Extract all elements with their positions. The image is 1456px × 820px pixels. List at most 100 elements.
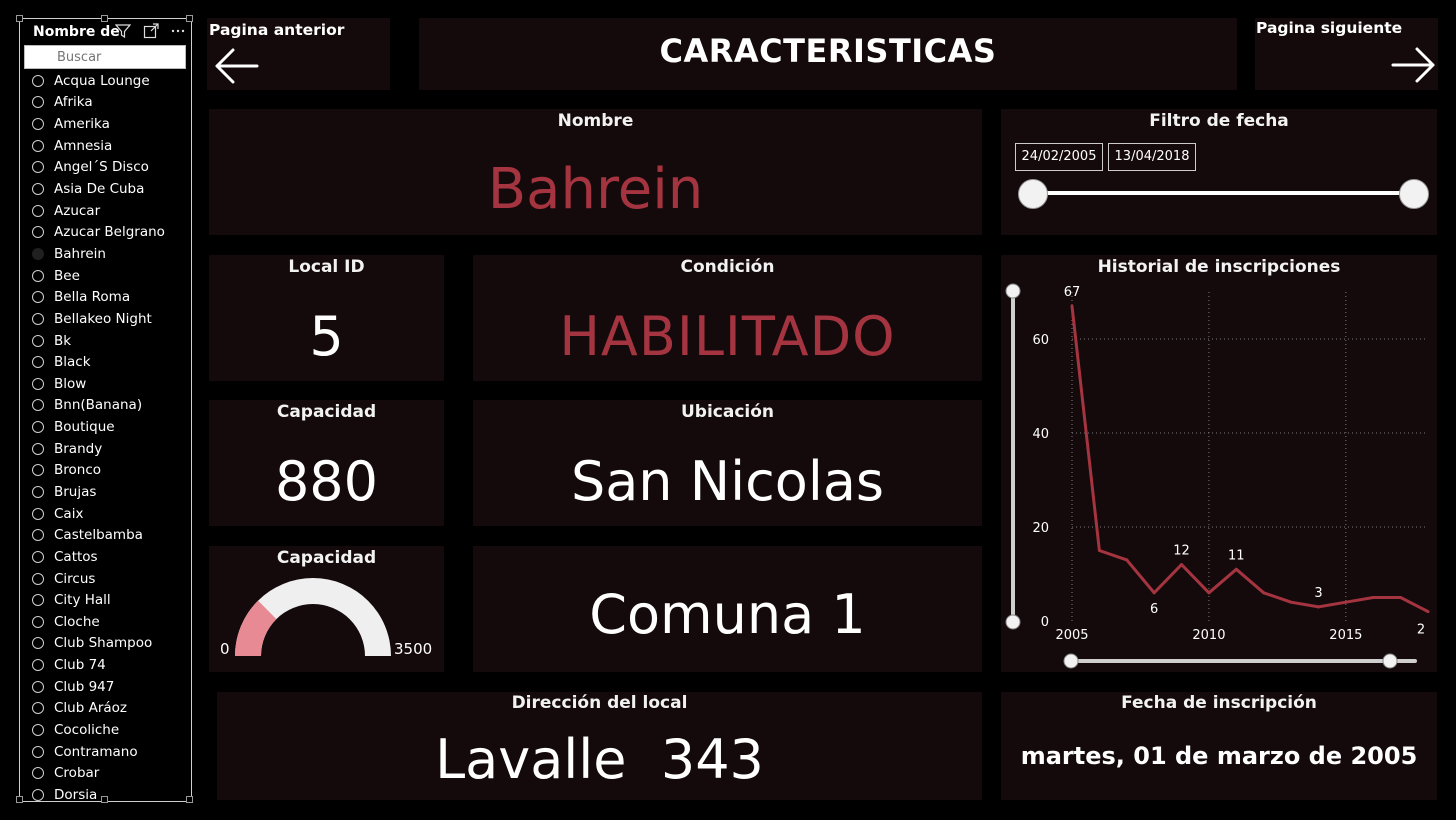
slicer-item[interactable]: City Hall (32, 589, 182, 611)
radio-button[interactable] (32, 572, 44, 585)
resize-handle[interactable] (16, 796, 23, 803)
focus-mode-icon[interactable] (141, 23, 161, 43)
search-box[interactable] (24, 45, 186, 69)
slicer-item[interactable]: Amnesia (32, 135, 182, 157)
radio-button[interactable] (32, 745, 44, 758)
slicer-item[interactable]: Bella Roma (32, 286, 182, 308)
radio-button[interactable] (32, 659, 44, 672)
radio-button[interactable] (32, 139, 44, 152)
search-input[interactable] (25, 46, 185, 69)
radio-button[interactable] (32, 399, 44, 412)
data-point (1097, 549, 1101, 552)
radio-button[interactable] (32, 637, 44, 650)
resize-handle[interactable] (101, 796, 108, 803)
slicer-item[interactable]: Club 947 (32, 676, 182, 698)
slicer-item-label: Blow (54, 375, 87, 392)
x-zoom-slider-track[interactable] (1071, 659, 1417, 663)
radio-button[interactable] (32, 269, 44, 282)
radio-button[interactable] (32, 767, 44, 780)
radio-button[interactable] (32, 702, 44, 715)
radio-button[interactable] (32, 161, 44, 174)
radio-button[interactable] (32, 226, 44, 239)
date-range-track[interactable] (1030, 191, 1414, 195)
resize-handle[interactable] (186, 15, 193, 22)
slicer-item[interactable]: Azucar (32, 200, 182, 222)
slicer-item[interactable]: Bnn(Banana) (32, 395, 182, 417)
slicer-item[interactable]: Black (32, 351, 182, 373)
radio-button[interactable] (32, 204, 44, 217)
x-zoom-slider-handle[interactable] (1063, 653, 1079, 669)
radio-button[interactable] (32, 615, 44, 628)
y-zoom-slider-handle[interactable] (1005, 283, 1021, 299)
y-zoom-slider-handle[interactable] (1005, 614, 1021, 630)
radio-button[interactable] (32, 550, 44, 563)
radio-button[interactable] (32, 334, 44, 347)
slicer-item[interactable]: Bronco (32, 460, 182, 482)
radio-button[interactable] (32, 485, 44, 498)
radio-button[interactable] (32, 442, 44, 455)
slicer-item[interactable]: Blow (32, 373, 182, 395)
slicer-item[interactable]: Club Aráoz (32, 698, 182, 720)
date-filter-card: Filtro de fecha (1001, 109, 1437, 235)
radio-button[interactable] (32, 507, 44, 520)
radio-button[interactable] (32, 183, 44, 196)
radio-button[interactable] (32, 724, 44, 737)
date-range-start-handle[interactable] (1018, 179, 1048, 209)
radio-button[interactable] (32, 377, 44, 390)
slicer-item[interactable]: Bahrein (32, 243, 182, 265)
radio-button[interactable] (32, 96, 44, 109)
resize-handle[interactable] (101, 15, 108, 22)
radio-button[interactable] (32, 421, 44, 434)
radio-button[interactable] (32, 788, 44, 801)
radio-button[interactable] (32, 74, 44, 87)
slicer-item[interactable]: Acqua Lounge (32, 70, 182, 92)
slicer-item[interactable]: Dorsia (32, 784, 182, 801)
more-options-icon[interactable] (168, 23, 188, 43)
name-slicer[interactable]: Nombre de Acqua Lounge Afrika Amerika Amnes… (19, 18, 192, 802)
date-range-end-handle[interactable] (1399, 179, 1429, 209)
slicer-item[interactable]: Cloche (32, 611, 182, 633)
slicer-item-label: Azucar Belgrano (54, 224, 165, 241)
next-page-button[interactable]: Pagina siguiente (1255, 18, 1438, 90)
slicer-item[interactable]: Bk (32, 330, 182, 352)
end-date-input[interactable]: 13/04/2018 (1108, 143, 1196, 171)
slicer-item[interactable]: Caix (32, 503, 182, 525)
y-zoom-slider-track[interactable] (1011, 291, 1015, 621)
slicer-item[interactable]: Angel´S Disco (32, 157, 182, 179)
slicer-item[interactable]: Contramano (32, 741, 182, 763)
slicer-item[interactable]: Cocoliche (32, 719, 182, 741)
direccion-card: Dirección del local Lavalle 343 (217, 692, 982, 800)
radio-button[interactable] (32, 312, 44, 325)
slicer-item[interactable]: Crobar (32, 763, 182, 785)
slicer-item[interactable]: Brandy (32, 438, 182, 460)
x-zoom-slider-handle[interactable] (1382, 653, 1398, 669)
start-date-input[interactable]: 24/02/2005 (1015, 143, 1103, 171)
resize-handle[interactable] (186, 796, 193, 803)
radio-button[interactable] (32, 529, 44, 542)
slicer-item[interactable]: Bellakeo Night (32, 308, 182, 330)
radio-button[interactable] (32, 594, 44, 607)
radio-button[interactable] (32, 118, 44, 131)
filter-icon[interactable] (113, 23, 133, 43)
prev-page-button[interactable]: Pagina anterior (207, 18, 390, 90)
radio-button[interactable] (32, 291, 44, 304)
direccion-value: Lavalle 343 (435, 728, 764, 791)
radio-button[interactable] (32, 464, 44, 477)
radio-button[interactable] (32, 247, 44, 260)
radio-button[interactable] (32, 356, 44, 369)
slicer-item[interactable]: Cattos (32, 546, 182, 568)
slicer-item[interactable]: Club Shampoo (32, 633, 182, 655)
slicer-item[interactable]: Bee (32, 265, 182, 287)
slicer-item[interactable]: Club 74 (32, 654, 182, 676)
slicer-item[interactable]: Boutique (32, 416, 182, 438)
slicer-item[interactable]: Brujas (32, 481, 182, 503)
slicer-item[interactable]: Azucar Belgrano (32, 221, 182, 243)
radio-button[interactable] (32, 680, 44, 693)
slicer-item[interactable]: Asia De Cuba (32, 178, 182, 200)
slicer-item[interactable]: Circus (32, 568, 182, 590)
slicer-item[interactable]: Afrika (32, 92, 182, 114)
slicer-item[interactable]: Castelbamba (32, 524, 182, 546)
slicer-item[interactable]: Amerika (32, 113, 182, 135)
data-point (1316, 605, 1320, 609)
resize-handle[interactable] (16, 15, 23, 22)
